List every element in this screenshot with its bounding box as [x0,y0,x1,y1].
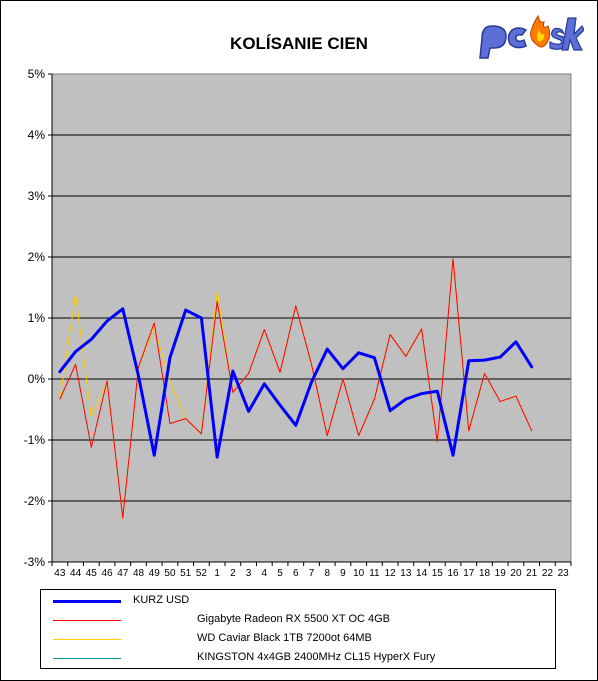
x-tick-label: 14 [416,568,428,579]
legend-label: KINGSTON 4x4GB 2400MHz CL15 HyperX Fury [197,651,436,663]
legend-item-wd-caviar: WD Caviar Black 1TB 7200ot 64MB [41,631,541,647]
x-tick-label: 12 [385,568,397,579]
legend-swatch [53,600,121,603]
legend-swatch [53,639,121,640]
logo-p-glyph [479,25,507,59]
y-tick-label: -3% [24,555,46,569]
x-tick-label: 5 [277,568,283,579]
x-tick-label: 13 [400,568,412,579]
x-tick-label: 7 [309,568,315,579]
flame-core [537,30,545,42]
logo-k-glyph [561,17,584,51]
legend-item-kurz-usd: KURZ USD [41,593,541,609]
logo-c-glyph [507,27,528,49]
x-tick-label: 21 [526,568,538,579]
pcsk-logo [479,14,584,59]
x-tick-label: 43 [54,568,66,579]
x-tick-label: 52 [196,568,208,579]
x-tick-label: 10 [353,568,365,579]
x-tick-label: 44 [70,568,82,579]
y-tick-label: -2% [24,494,46,508]
logo-s-glyph [549,27,567,50]
x-tick-label: 48 [133,568,145,579]
series-line-0 [58,307,534,459]
y-tick-label: 4% [28,128,46,142]
chart-title: KOLÍSANIE CIEN [230,34,368,53]
x-tick-label: 19 [495,568,507,579]
y-tick-label: 5% [28,67,46,81]
x-tick-label: 1 [214,568,220,579]
x-tick-label: 23 [558,568,570,579]
line-chart: -3%-2%-1%0%1%2%3%4%5% 43 44 45 46 47 48 49 50 51… [24,67,572,579]
y-tick-label: 2% [28,250,46,264]
y-tick-label: 3% [28,189,46,203]
x-tick-label: 18 [479,568,491,579]
x-tick-label: 2 [230,568,236,579]
x-tick-label: 8 [324,568,330,579]
legend-label: Gigabyte Radeon RX 5500 XT OC 4GB [197,613,391,625]
x-tick-label: 11 [369,568,380,579]
legend-swatch [53,620,121,621]
legend-item-gigabyte: Gigabyte Radeon RX 5500 XT OC 4GB [41,612,541,628]
x-tick-label: 47 [117,568,129,579]
legend-label: KURZ USD [133,594,190,606]
x-tick-label: 17 [463,568,475,579]
x-tick-label: 20 [510,568,522,579]
legend-swatch [53,658,121,659]
x-tick-label: 50 [164,568,176,579]
x-tick-label: 46 [101,568,113,579]
x-tick-label: 3 [246,568,252,579]
x-tick-label: 9 [340,568,346,579]
flame-icon [530,14,551,48]
x-tick-label: 45 [86,568,98,579]
series-line-1 [59,258,533,519]
x-tick-label: 49 [149,568,161,579]
x-tick-label: 51 [180,568,192,579]
y-tick-label: 0% [28,372,46,386]
chart-legend: KURZ USD Gigabyte Radeon RX 5500 XT OC 4… [40,589,556,669]
legend-label: WD Caviar Black 1TB 7200ot 64MB [197,632,372,644]
x-tick-label: 6 [293,568,299,579]
x-tick-label: 22 [542,568,554,579]
x-tick-label: 16 [447,568,459,579]
legend-item-kingston: KINGSTON 4x4GB 2400MHz CL15 HyperX Fury [41,650,541,666]
y-tick-label: -1% [24,433,46,447]
x-tick-label: 4 [262,568,268,579]
x-tick-label: 15 [432,568,444,579]
y-tick-label: 1% [28,311,46,325]
